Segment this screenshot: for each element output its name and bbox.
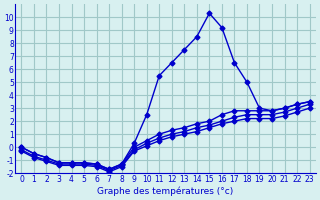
X-axis label: Graphe des températures (°c): Graphe des températures (°c) [97, 186, 234, 196]
